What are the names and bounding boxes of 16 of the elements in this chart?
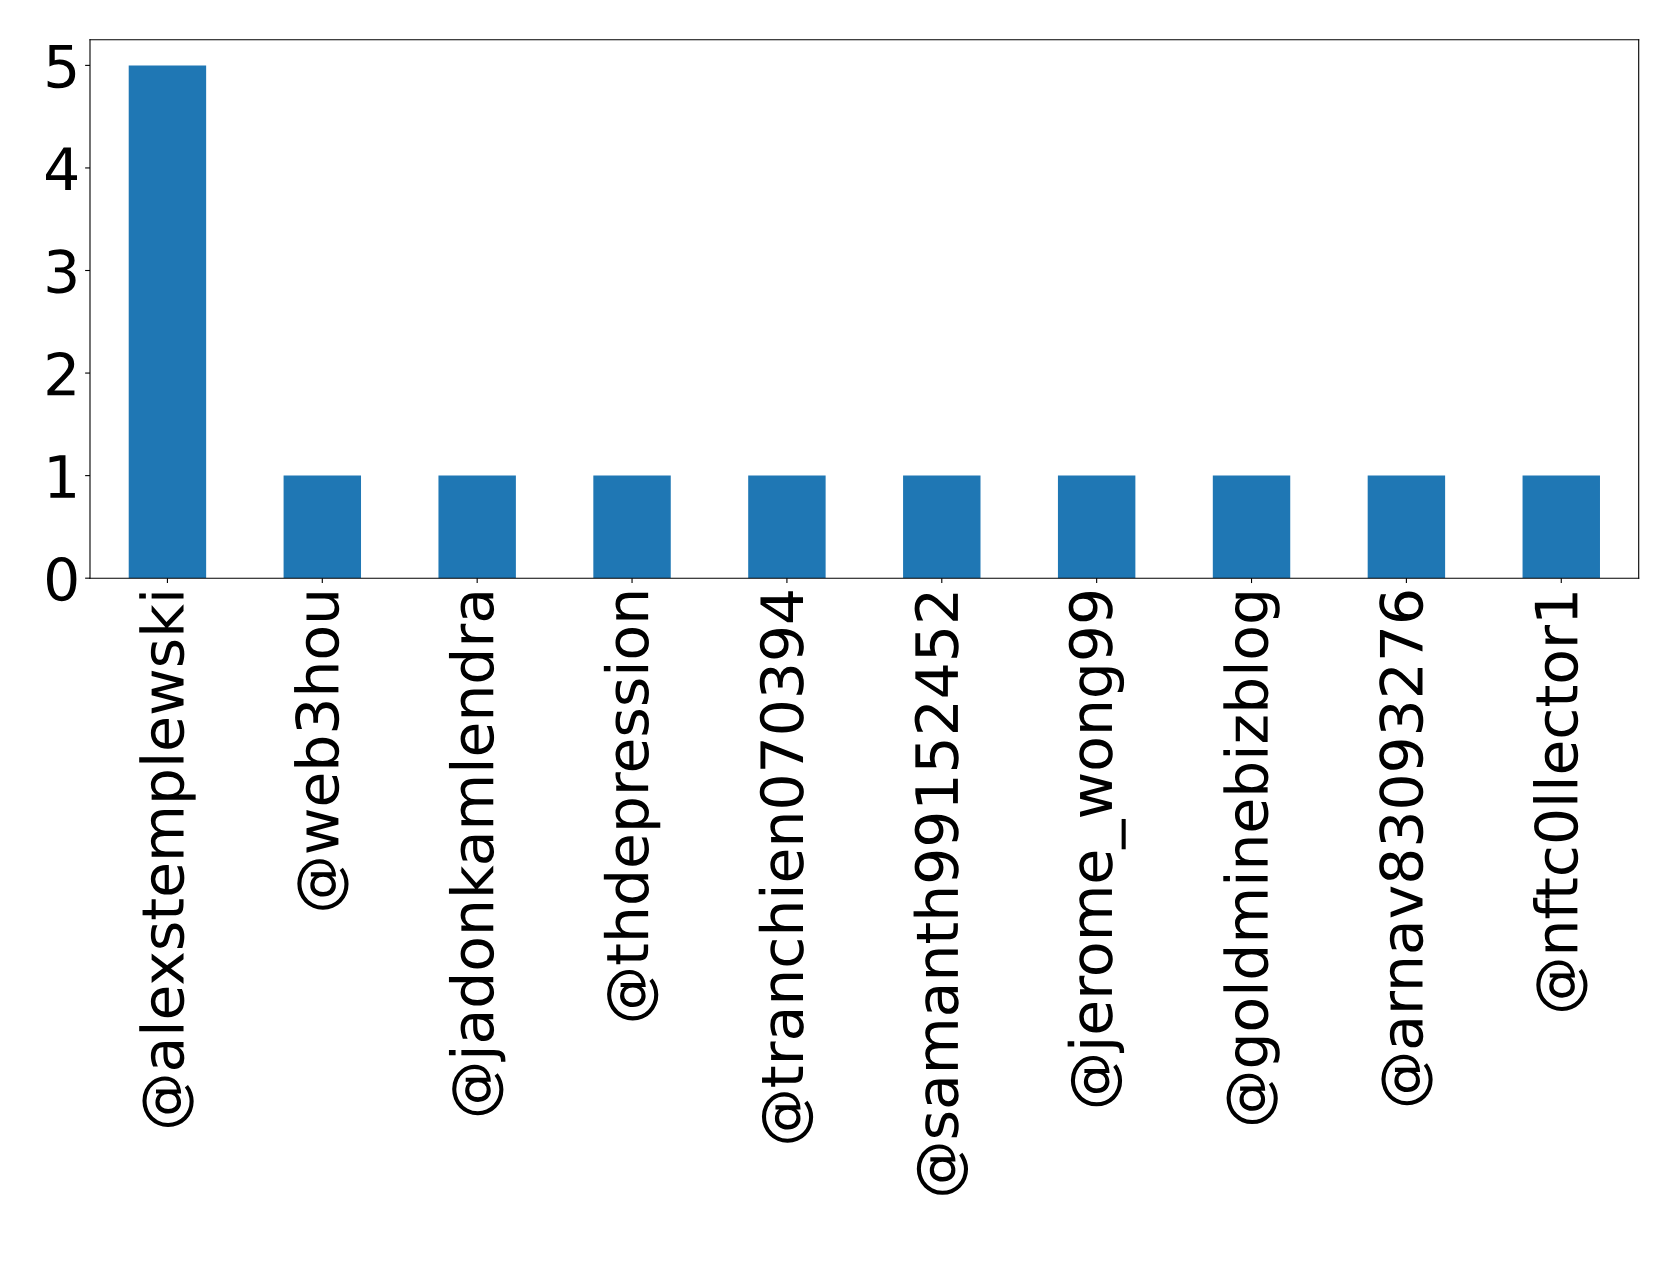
y-tick-label: 4 bbox=[46, 147, 77, 191]
x-tick-label: @alexstemplewski bbox=[139, 593, 196, 1127]
x-tick-label: @jadonkamlendra bbox=[448, 593, 506, 1116]
y-tick-label: 5 bbox=[47, 45, 76, 89]
y-tick-label: 0 bbox=[47, 557, 77, 602]
x-tick-label: @tranchien070394 bbox=[758, 591, 814, 1143]
y-tick-label: 3 bbox=[47, 249, 76, 294]
y-tick-label: 1 bbox=[49, 455, 75, 498]
x-tick-label: @thdepression bbox=[603, 592, 661, 1021]
x-tick-label: @arnav83093276 bbox=[1379, 591, 1433, 1106]
x-tick-label: @nftc0llector1 bbox=[1533, 593, 1588, 1011]
x-tick-label: @samanth99152452 bbox=[913, 593, 969, 1195]
x-tick-label: @web3hou bbox=[294, 593, 349, 910]
x-tick-label: @jerome_wong99 bbox=[1067, 592, 1126, 1107]
x-tick-label: @goldminebizblog bbox=[1223, 593, 1280, 1125]
y-tick-label: 2 bbox=[47, 351, 75, 396]
